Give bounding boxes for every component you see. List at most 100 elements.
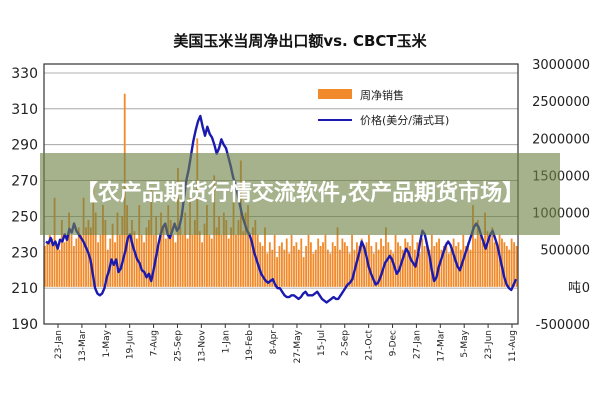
bar-point-92 bbox=[266, 253, 269, 287]
bar-point-51 bbox=[167, 205, 170, 287]
x-tick-label-3: 19-Jun bbox=[126, 330, 136, 359]
bar-point-28 bbox=[111, 223, 114, 287]
bar-point-47 bbox=[157, 242, 160, 287]
bar-point-185 bbox=[491, 227, 494, 287]
bar-point-165 bbox=[443, 246, 445, 287]
bar-point-118 bbox=[329, 253, 332, 287]
bar-point-24 bbox=[102, 205, 104, 287]
bar-point-150 bbox=[406, 242, 409, 287]
bar-point-67 bbox=[206, 205, 208, 287]
x-tick-label-1: 13-Mar bbox=[78, 330, 88, 362]
bar-point-111 bbox=[312, 253, 315, 287]
bar-point-95 bbox=[273, 234, 276, 287]
bar-point-191 bbox=[505, 246, 508, 287]
x-tick-label-7: 1-Jan bbox=[221, 330, 231, 353]
bar-point-177 bbox=[472, 205, 474, 287]
bar-point-50 bbox=[164, 238, 167, 287]
bar-point-99 bbox=[283, 249, 286, 287]
bar-point-180 bbox=[479, 234, 482, 287]
bar-point-167 bbox=[447, 253, 450, 287]
bar-point-174 bbox=[464, 246, 467, 287]
left-tick-label-4: 270 bbox=[11, 174, 38, 190]
x-tick-label-9: 8-Apr bbox=[269, 330, 279, 355]
x-tick-label-11: 15-Jul bbox=[317, 330, 327, 356]
overlay-banner: 【农产品期货行情交流软件,农产品期货市场】 bbox=[40, 153, 560, 235]
left-tick-label-1: 210 bbox=[11, 281, 38, 297]
bar-point-145 bbox=[394, 234, 397, 287]
left-tick-label-2: 230 bbox=[11, 245, 38, 261]
bar-point-105 bbox=[297, 249, 300, 287]
bar-point-100 bbox=[285, 238, 288, 287]
bar-point-22 bbox=[97, 242, 100, 287]
bar-point-83 bbox=[244, 212, 247, 287]
bar-point-93 bbox=[268, 242, 271, 287]
bar-point-138 bbox=[377, 249, 380, 287]
x-tick-label-17: 5-May bbox=[460, 329, 470, 357]
bar-point-123 bbox=[341, 238, 344, 287]
bar-point-106 bbox=[300, 238, 303, 287]
bar-point-135 bbox=[370, 246, 373, 287]
bar-point-74 bbox=[222, 212, 225, 287]
bar-point-44 bbox=[150, 190, 153, 287]
bar-point-162 bbox=[435, 242, 438, 287]
bar-point-36 bbox=[131, 220, 133, 287]
x-tick-label-12: 2-Sep bbox=[341, 330, 351, 356]
bar-point-186 bbox=[493, 242, 496, 287]
right-tick-label-7: 3000000 bbox=[532, 58, 590, 73]
left-tick-label-6: 310 bbox=[11, 102, 38, 118]
bar-point-96 bbox=[276, 257, 278, 287]
bar-point-154 bbox=[416, 242, 419, 287]
bar-point-57 bbox=[181, 234, 184, 287]
bar-point-78 bbox=[232, 197, 235, 287]
bar-point-41 bbox=[143, 242, 145, 287]
bar-point-143 bbox=[389, 249, 392, 287]
bar-point-115 bbox=[322, 242, 324, 287]
bar-point-122 bbox=[339, 249, 341, 287]
legend: 周净销售 价格(美分/蒲式耳) bbox=[318, 88, 449, 127]
bar-point-90 bbox=[261, 246, 264, 287]
bar-point-61 bbox=[191, 234, 194, 287]
bar-series-weekly-net-sales bbox=[44, 93, 518, 287]
bar-point-149 bbox=[404, 238, 407, 287]
bar-point-10 bbox=[68, 212, 70, 287]
x-tick-label-8: 19-Feb bbox=[245, 330, 255, 361]
x-tick-label-14: 9-Dec bbox=[389, 330, 399, 356]
bar-point-97 bbox=[278, 246, 281, 287]
bar-point-137 bbox=[375, 242, 378, 287]
bar-point-158 bbox=[426, 242, 428, 287]
bar-point-131 bbox=[360, 238, 363, 287]
bar-point-49 bbox=[162, 227, 165, 287]
left-tick-label-5: 290 bbox=[11, 138, 38, 154]
x-tick-label-0: 23-Jan bbox=[54, 330, 64, 359]
bar-point-79 bbox=[235, 234, 237, 287]
bar-point-184 bbox=[488, 238, 491, 287]
bar-point-132 bbox=[363, 249, 366, 287]
bar-point-103 bbox=[293, 246, 295, 287]
bar-point-178 bbox=[474, 238, 477, 287]
bar-point-119 bbox=[331, 242, 334, 287]
bar-point-181 bbox=[481, 242, 484, 287]
bar-point-21 bbox=[94, 212, 97, 287]
bar-point-156 bbox=[421, 238, 424, 287]
bar-point-104 bbox=[295, 242, 298, 287]
bar-point-23 bbox=[99, 234, 102, 287]
bar-point-164 bbox=[440, 249, 443, 287]
bar-point-9 bbox=[65, 238, 68, 287]
bar-point-3 bbox=[51, 238, 54, 287]
bar-point-56 bbox=[179, 227, 182, 287]
bar-point-11 bbox=[70, 234, 73, 287]
bar-point-60 bbox=[189, 197, 191, 287]
left-axis-ticks: 190 210 230 250 270 290 310 330 bbox=[11, 66, 38, 333]
bar-point-65 bbox=[201, 242, 203, 287]
bar-point-12 bbox=[73, 246, 75, 287]
bar-point-155 bbox=[418, 253, 421, 287]
overlay-title: 【农产品期货行情交流软件,农产品期货市场】 bbox=[75, 181, 525, 206]
bar-point-68 bbox=[208, 234, 211, 287]
right-tick-label-2: 500000 bbox=[540, 244, 590, 259]
bar-point-98 bbox=[281, 242, 283, 287]
bar-point-82 bbox=[242, 231, 245, 287]
left-tick-label-3: 250 bbox=[11, 209, 38, 225]
bar-point-58 bbox=[184, 212, 187, 287]
bar-point-121 bbox=[336, 227, 339, 287]
bar-point-139 bbox=[380, 238, 382, 287]
